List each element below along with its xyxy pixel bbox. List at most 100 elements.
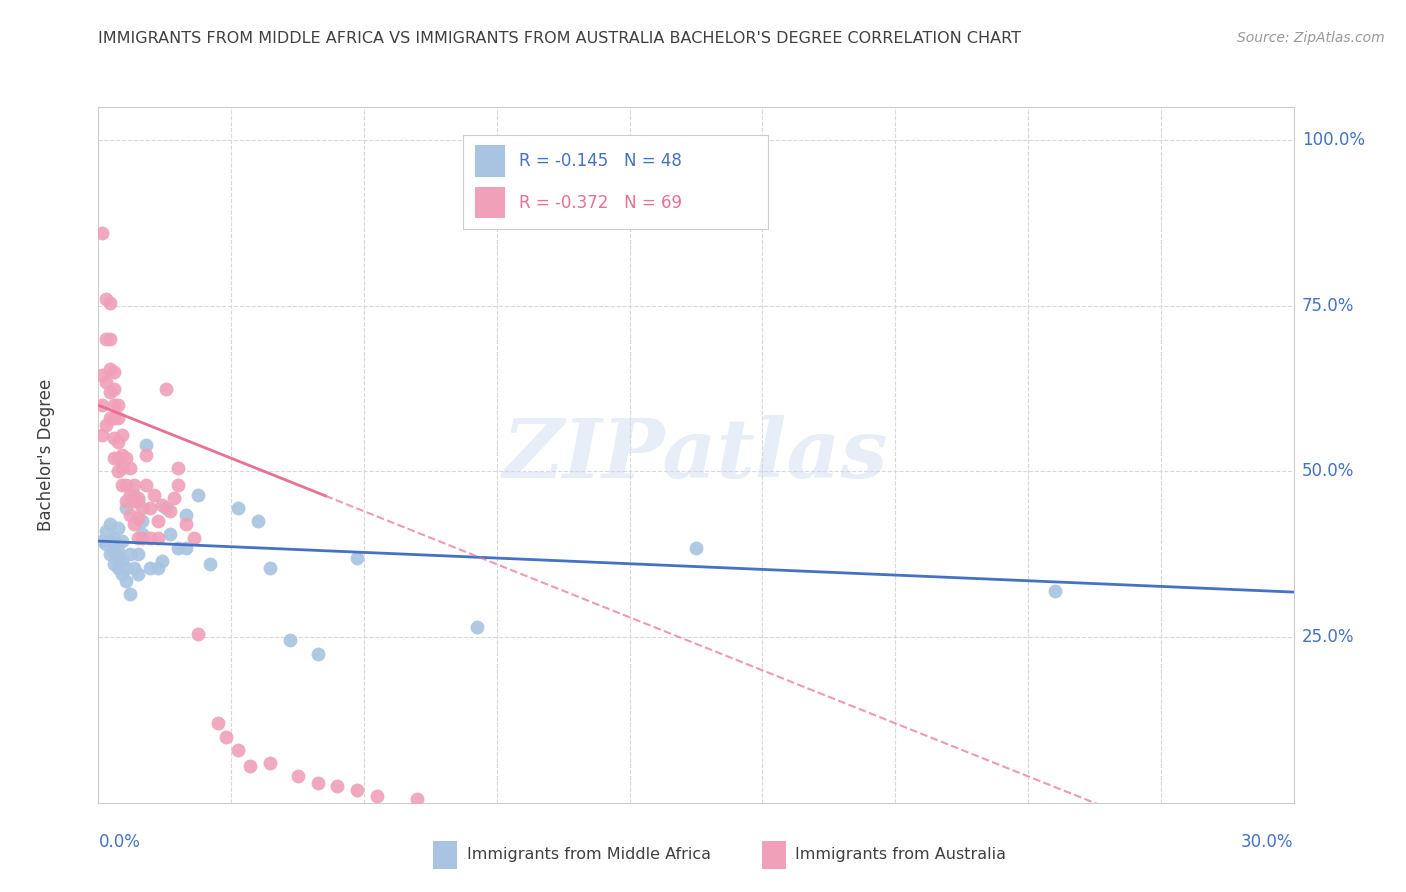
Bar bbox=[475, 187, 505, 219]
Text: 50.0%: 50.0% bbox=[1302, 462, 1354, 481]
Point bbox=[139, 560, 162, 574]
Point bbox=[127, 531, 149, 545]
Point bbox=[1043, 583, 1066, 598]
Text: 25.0%: 25.0% bbox=[1302, 628, 1354, 646]
Point bbox=[346, 550, 368, 565]
Point bbox=[103, 382, 125, 396]
Point bbox=[91, 226, 114, 240]
Point bbox=[111, 448, 134, 462]
Point bbox=[115, 500, 138, 515]
Point bbox=[115, 451, 138, 466]
Point bbox=[111, 554, 134, 568]
Text: 0.0%: 0.0% bbox=[98, 833, 141, 851]
Point bbox=[246, 514, 269, 528]
Point bbox=[115, 574, 138, 588]
Point bbox=[131, 527, 153, 541]
Point bbox=[685, 541, 707, 555]
Bar bbox=[475, 145, 505, 177]
Point bbox=[167, 477, 190, 491]
Point bbox=[103, 431, 125, 445]
Point bbox=[115, 494, 138, 508]
Point bbox=[111, 534, 134, 549]
Point bbox=[120, 488, 142, 502]
Point bbox=[135, 477, 157, 491]
Point bbox=[207, 716, 229, 731]
Point bbox=[120, 587, 142, 601]
Point bbox=[239, 759, 262, 773]
Point bbox=[120, 461, 142, 475]
Point bbox=[139, 531, 162, 545]
Text: ZIPatlas: ZIPatlas bbox=[503, 415, 889, 495]
Point bbox=[366, 789, 388, 804]
Point bbox=[107, 411, 129, 425]
Point bbox=[187, 488, 209, 502]
Point bbox=[120, 508, 142, 522]
Point bbox=[107, 550, 129, 565]
Point bbox=[107, 434, 129, 449]
Point bbox=[96, 537, 118, 551]
Point bbox=[127, 567, 149, 582]
Point bbox=[131, 500, 153, 515]
Point bbox=[124, 560, 146, 574]
Point bbox=[103, 411, 125, 425]
Point bbox=[226, 500, 249, 515]
Point bbox=[174, 508, 197, 522]
Point bbox=[91, 398, 114, 412]
Point bbox=[148, 514, 170, 528]
Point bbox=[183, 531, 205, 545]
Point bbox=[135, 448, 157, 462]
Point bbox=[124, 494, 146, 508]
Point bbox=[124, 477, 146, 491]
Point bbox=[98, 517, 122, 532]
Point bbox=[143, 488, 166, 502]
Point bbox=[98, 384, 122, 399]
Point bbox=[131, 514, 153, 528]
Point bbox=[307, 776, 329, 790]
Point bbox=[124, 488, 146, 502]
Point bbox=[155, 500, 177, 515]
Point bbox=[107, 398, 129, 412]
Point bbox=[215, 730, 238, 744]
Point bbox=[115, 477, 138, 491]
Point bbox=[127, 494, 149, 508]
Point bbox=[91, 534, 114, 549]
Point bbox=[103, 398, 125, 412]
Point bbox=[259, 560, 281, 574]
Point bbox=[307, 647, 329, 661]
Bar bbox=[762, 841, 786, 869]
Point bbox=[127, 491, 149, 505]
Point bbox=[159, 527, 181, 541]
Text: IMMIGRANTS FROM MIDDLE AFRICA VS IMMIGRANTS FROM AUSTRALIA BACHELOR'S DEGREE COR: IMMIGRANTS FROM MIDDLE AFRICA VS IMMIGRA… bbox=[98, 31, 1021, 46]
Text: R = -0.145   N = 48: R = -0.145 N = 48 bbox=[519, 152, 682, 170]
Text: 100.0%: 100.0% bbox=[1302, 131, 1365, 149]
Point bbox=[148, 560, 170, 574]
Point bbox=[103, 544, 125, 558]
Point bbox=[326, 779, 349, 793]
Point bbox=[163, 491, 186, 505]
Point bbox=[107, 465, 129, 479]
Point bbox=[96, 524, 118, 538]
Point bbox=[98, 547, 122, 561]
Point bbox=[278, 633, 301, 648]
Point bbox=[107, 544, 129, 558]
Point bbox=[107, 560, 129, 574]
Point bbox=[96, 292, 118, 306]
Text: Bachelor's Degree: Bachelor's Degree bbox=[37, 379, 55, 531]
Point bbox=[150, 498, 173, 512]
Point bbox=[98, 332, 122, 346]
Text: Immigrants from Middle Africa: Immigrants from Middle Africa bbox=[467, 847, 710, 863]
Point bbox=[127, 547, 149, 561]
Text: R = -0.372   N = 69: R = -0.372 N = 69 bbox=[519, 194, 682, 211]
Text: 75.0%: 75.0% bbox=[1302, 297, 1354, 315]
Point bbox=[155, 382, 177, 396]
Point bbox=[98, 411, 122, 425]
Point bbox=[174, 517, 197, 532]
Point bbox=[103, 365, 125, 379]
Point bbox=[167, 541, 190, 555]
Text: Immigrants from Australia: Immigrants from Australia bbox=[796, 847, 1007, 863]
Point bbox=[159, 504, 181, 518]
Point bbox=[111, 567, 134, 582]
Point bbox=[148, 531, 170, 545]
Point bbox=[465, 620, 488, 634]
Point bbox=[150, 554, 173, 568]
